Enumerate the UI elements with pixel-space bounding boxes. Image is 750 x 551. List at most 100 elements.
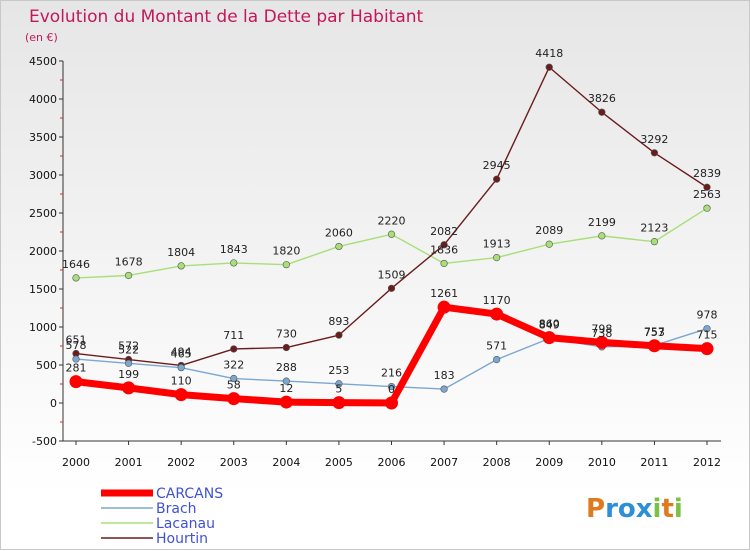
legend-label-lacanau: Lacanau [156,516,215,532]
legend-label-brach: Brach [156,501,197,517]
x-tick-label: 2009 [535,456,563,469]
data-point-hourtin [650,149,659,157]
legend-label-carcans: CARCANS [156,486,223,502]
data-point-brach [177,364,185,372]
data-point-carcans [595,335,609,349]
data-label-lacanau: 1913 [483,238,511,251]
data-point-carcans [437,300,451,314]
data-point-carcans [279,395,293,409]
data-label-brach: 465 [171,348,192,361]
data-point-brach [387,382,396,391]
data-label-carcans: 798 [591,322,612,335]
data-point-brach [440,385,448,393]
data-point-carcans [174,388,188,402]
data-label-carcans: 0 [388,383,395,396]
x-tick-label: 2004 [272,456,300,469]
data-point-hourtin [387,284,396,292]
data-point-hourtin [493,175,501,183]
data-label-lacanau: 1646 [62,258,90,271]
data-point-carcans [490,307,504,321]
data-label-brach: 322 [223,359,244,372]
x-tick-label: 2001 [115,456,143,469]
data-label-brach: 216 [381,367,402,380]
data-label-brach: 571 [486,340,507,353]
data-label-brach: 578 [66,339,87,352]
data-label-lacanau: 2220 [378,214,406,227]
data-point-hourtin [598,108,606,116]
data-point-carcans [227,392,241,406]
data-label-hourtin: 893 [328,315,349,328]
data-label-lacanau: 2060 [325,226,353,239]
data-label-hourtin: 4418 [535,47,563,60]
data-point-brach [335,380,343,388]
data-label-carcans: 1261 [430,287,458,300]
data-label-hourtin: 572 [118,340,139,353]
data-label-lacanau: 2089 [535,224,563,237]
x-tick-label: 2002 [167,456,195,469]
data-label-carcans: 753 [644,326,665,339]
data-label-brach: 978 [697,309,718,322]
data-label-carcans: 715 [697,329,718,342]
y-tick-label: 3000 [29,169,57,182]
data-point-carcans [647,339,661,353]
data-label-lacanau: 2563 [693,188,721,201]
y-tick-label: 2000 [29,245,57,258]
data-label-brach: 288 [276,361,297,374]
data-point-hourtin [440,241,448,249]
chart-title: Evolution du Montant de la Dette par Hab… [29,7,424,27]
data-point-lacanau [440,259,448,268]
data-label-hourtin: 2945 [483,159,511,172]
data-label-brach: 183 [434,369,455,382]
y-tick-label: 500 [36,359,57,372]
legend-label-hourtin: Hourtin [156,531,208,547]
x-tick-label: 2010 [588,456,616,469]
y-tick-label: 1500 [29,283,57,296]
data-label-carcans: 199 [118,368,139,381]
svg-text:Proxiti: Proxiti [586,494,683,524]
data-point-lacanau [703,204,711,212]
data-label-carcans: 1170 [483,294,511,307]
data-label-lacanau: 2123 [640,222,668,235]
proxiti-logo: Proxiti [586,494,683,524]
data-label-brach: 757 [644,325,665,338]
data-point-brach [124,359,133,367]
data-point-brach [282,377,290,385]
x-tick-label: 2012 [693,456,721,469]
y-tick-label: 0 [50,397,57,410]
data-point-hourtin [282,343,290,352]
data-label-carcans: 110 [171,375,192,388]
data-label-lacanau: 1804 [167,246,195,259]
data-point-carcans [700,342,714,356]
data-point-brach [230,374,238,383]
data-label-brach: 849 [539,318,560,331]
data-label-hourtin: 711 [223,329,244,342]
data-label-lacanau: 1843 [220,243,248,256]
data-point-lacanau [545,240,553,248]
data-point-lacanau [493,254,501,262]
x-tick-label: 2007 [430,456,458,469]
data-point-hourtin [703,183,711,191]
data-label-lacanau: 1820 [272,245,300,258]
data-label-brach: 522 [118,343,139,356]
data-label-hourtin: 3826 [588,92,616,105]
y-tick-label: 1000 [29,321,57,334]
data-point-lacanau [387,230,396,238]
data-point-carcans [542,331,556,345]
data-label-carcans: 58 [227,379,241,392]
data-point-hourtin [335,331,343,339]
data-label-hourtin: 1509 [378,268,406,281]
data-label-brach: 253 [328,364,349,377]
data-point-brach [493,356,501,364]
data-label-carcans: 281 [66,362,87,375]
data-point-carcans [332,396,346,410]
data-point-lacanau [72,274,80,282]
x-tick-label: 2006 [378,456,406,469]
y-tick-label: 2500 [29,207,57,220]
data-point-hourtin [545,63,553,71]
data-point-lacanau [650,238,659,246]
data-label-hourtin: 494 [171,345,192,358]
data-label-lacanau: 2199 [588,216,616,229]
axes: -500 0 500 1000 1500 2000 2500 3000 3500 4000 4500… [29,55,721,469]
data-label-lacanau: 1836 [430,243,458,256]
